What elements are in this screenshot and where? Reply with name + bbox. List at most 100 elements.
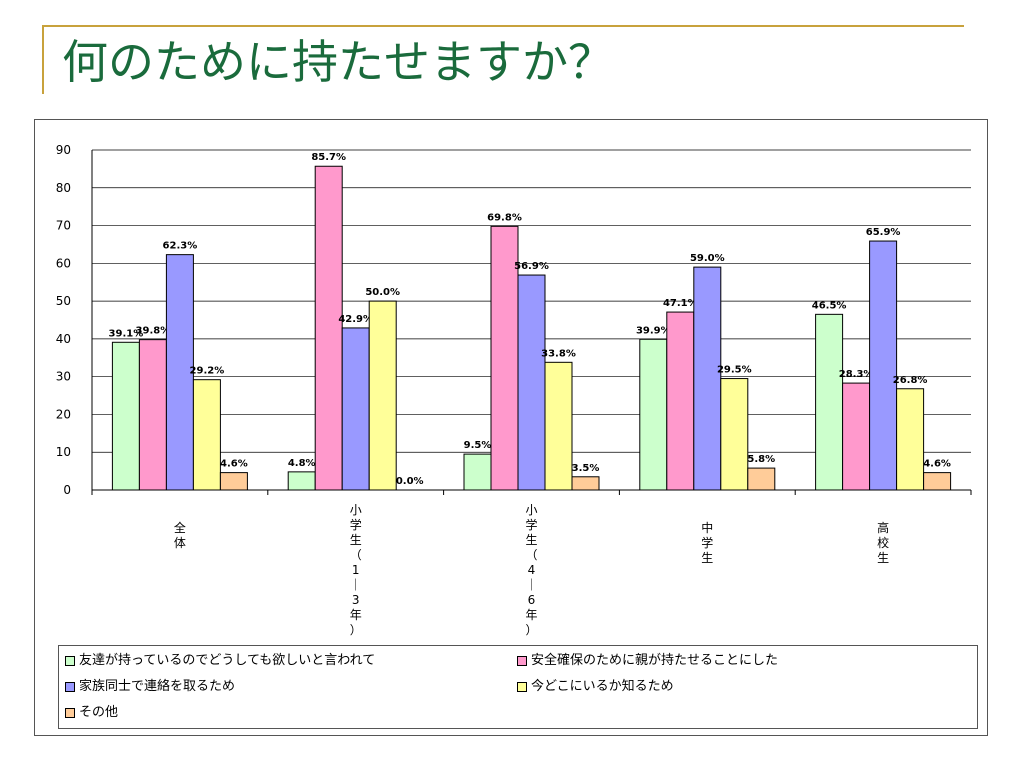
bar-chart: 0 10 20 30 40 50 60 70 80 90 39.1% 4.8% 9.5% 39.9% 46.… xyxy=(56,143,972,637)
category-label-c1-7: 年 xyxy=(350,608,362,622)
category-label-c1-0: 小 xyxy=(350,503,362,517)
category-label-c2-6: 6 xyxy=(528,593,536,607)
category-label-c2-3: （ xyxy=(525,548,537,562)
category-label-c2-5: ｜ xyxy=(525,578,537,592)
data-label-s1-c3: 47.1% xyxy=(663,298,698,309)
legend-swatch-3 xyxy=(517,682,527,692)
legend-swatch-1 xyxy=(517,656,527,666)
bar-s0-c3 xyxy=(639,338,668,491)
y-tick-label-6: 60 xyxy=(56,256,71,270)
bar-s0-c2 xyxy=(463,453,492,491)
data-label-s4-c3: 5.8% xyxy=(747,454,775,465)
data-label-s2-c3: 59.0% xyxy=(690,253,725,264)
category-label-c1-4: 1 xyxy=(352,563,360,577)
chart-frame: 0 10 20 30 40 50 60 70 80 90 39.1% 4.8% 9.5% 39.9% 46.… xyxy=(34,119,988,736)
legend-label-2: 家族同士で連絡を取るため xyxy=(79,679,236,694)
bar-s2-c4 xyxy=(869,240,898,491)
category-label-c1-1: 学 xyxy=(350,517,362,532)
data-label-s3-c3: 29.5% xyxy=(717,365,752,376)
title-accent-line xyxy=(42,25,964,27)
legend-item-2: 家族同士で連絡を取るため xyxy=(65,678,235,696)
data-label-s4-c0: 4.6% xyxy=(220,459,248,470)
bar-s1-c1 xyxy=(314,165,343,491)
legend-label-0: 友達が持っているのでどうしても欲しいと言われて xyxy=(79,653,376,668)
category-label-c4-1: 校 xyxy=(877,535,889,550)
category-label-c2-1: 学 xyxy=(525,517,537,532)
category-label-c1-2: 生 xyxy=(350,533,362,547)
legend-item-1: 安全確保のために親が持たせることにした xyxy=(517,652,778,670)
data-label-s3-c0: 29.2% xyxy=(190,366,225,377)
y-tick-label-5: 50 xyxy=(56,294,71,308)
bar-s1-c4 xyxy=(842,382,871,491)
y-tick-label-8: 80 xyxy=(56,181,71,195)
bar-s3-c4 xyxy=(896,388,925,491)
data-label-s3-c2: 33.8% xyxy=(541,348,576,359)
data-label-s0-c4: 46.5% xyxy=(812,300,847,311)
y-tick-label-2: 20 xyxy=(56,407,71,421)
category-label-c1-8: ） xyxy=(350,623,362,637)
category-label-c4-0: 高 xyxy=(877,520,889,535)
bar-s3-c0 xyxy=(192,379,221,491)
bar-s0-c4 xyxy=(815,313,844,491)
category-label-c4-2: 生 xyxy=(877,551,889,565)
bar-s3-c3 xyxy=(720,378,749,491)
category-label-c2-4: 4 xyxy=(528,563,536,577)
chart-legend: 友達が持っているのでどうしても欲しいと言われて 安全確保のために親が持たせること… xyxy=(58,645,978,729)
data-label-s1-c0: 39.8% xyxy=(136,326,171,337)
y-tick-label-7: 70 xyxy=(56,219,71,233)
category-label-c0-0: 全 xyxy=(174,520,186,535)
legend-item-4: その他 xyxy=(65,704,118,722)
bar-s2-c0 xyxy=(165,254,194,491)
data-label-s4-c4: 4.6% xyxy=(923,459,951,470)
slide-title: 何のために持たせますか？ xyxy=(62,35,614,89)
data-label-s4-c2: 3.5% xyxy=(572,463,600,474)
legend-label-4: その他 xyxy=(79,705,119,720)
data-label-s1-c2: 69.8% xyxy=(487,212,522,223)
data-label-s2-c1: 42.9% xyxy=(338,314,373,325)
legend-label-1: 安全確保のために親が持たせることにした xyxy=(531,653,779,668)
data-label-s0-c2: 9.5% xyxy=(464,440,492,451)
category-label-c1-5: ｜ xyxy=(350,578,362,592)
y-tick-label-3: 30 xyxy=(56,370,71,384)
bar-s0-c1 xyxy=(287,471,316,491)
data-label-s1-c4: 28.3% xyxy=(839,369,874,380)
category-label-c3-1: 学 xyxy=(701,535,713,550)
legend-item-0: 友達が持っているのでどうしても欲しいと言われて xyxy=(65,652,375,670)
bar-s2-c1 xyxy=(341,327,370,491)
bar-s4-c4 xyxy=(923,472,952,491)
category-label-c1-6: 3 xyxy=(352,593,360,607)
bar-s1-c3 xyxy=(666,311,695,491)
data-label-s3-c4: 26.8% xyxy=(893,375,928,386)
data-label-s3-c1: 50.0% xyxy=(365,287,400,298)
data-label-s2-c2: 56.9% xyxy=(514,261,549,272)
y-tick-label-0: 0 xyxy=(63,483,71,497)
bar-s0-c0 xyxy=(111,341,140,491)
data-label-s0-c1: 4.8% xyxy=(288,458,316,469)
bar-s4-c0 xyxy=(219,472,248,491)
category-label-c2-8: ） xyxy=(525,623,537,637)
bar-s2-c2 xyxy=(517,274,546,491)
category-label-c0-1: 体 xyxy=(174,536,186,550)
y-tick-label-1: 10 xyxy=(56,445,71,459)
bar-s2-c3 xyxy=(693,266,722,491)
legend-swatch-4 xyxy=(65,708,75,718)
category-label-c2-2: 生 xyxy=(525,533,537,547)
bar-s4-c3 xyxy=(747,467,776,491)
category-label-c3-2: 生 xyxy=(701,551,713,565)
data-label-s0-c3: 39.9% xyxy=(636,325,671,336)
data-label-s2-c4: 65.9% xyxy=(866,227,901,238)
y-tick-label-4: 40 xyxy=(56,332,71,346)
data-label-s1-c1: 85.7% xyxy=(311,152,346,163)
bar-s1-c0 xyxy=(138,339,167,491)
legend-swatch-0 xyxy=(65,656,75,666)
bar-s3-c1 xyxy=(368,300,397,491)
category-label-c1-3: （ xyxy=(350,548,362,562)
title-accent-bar xyxy=(42,26,44,94)
category-label-c2-7: 年 xyxy=(525,608,537,622)
data-label-s4-c1: 0.0% xyxy=(396,476,424,487)
bar-s4-c2 xyxy=(571,476,600,491)
bar-s3-c2 xyxy=(544,361,573,491)
category-label-c2-0: 小 xyxy=(525,503,537,517)
data-label-s2-c0: 62.3% xyxy=(163,241,198,252)
legend-label-3: 今どこにいるか知るため xyxy=(531,679,674,694)
